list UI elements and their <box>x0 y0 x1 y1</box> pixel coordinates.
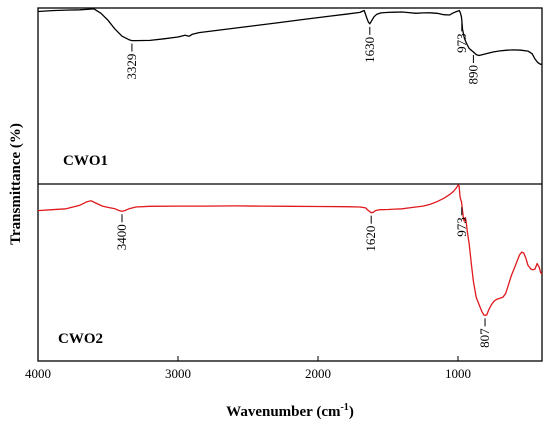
y-axis-title: Transmittance (%) <box>8 123 24 245</box>
annotation-label: 973 <box>454 217 469 237</box>
series-line-cwo2 <box>37 184 543 316</box>
peak-annotations: 3329 1630 973 890 3400 1620 973 807 <box>114 23 492 348</box>
x-tick-label: 4000 <box>25 366 51 381</box>
annotation-label: 973 <box>454 33 469 53</box>
x-axis-title: Wavenumber (cm-1) <box>226 402 354 420</box>
annotation-label: 807 <box>477 328 492 348</box>
annotation-label: 3400 <box>114 224 129 250</box>
annotation-label: 3329 <box>124 54 139 80</box>
x-axis-ticks: 4000 3000 2000 1000 <box>25 356 471 381</box>
annotation-label: 1630 <box>362 37 377 63</box>
panel-label-cwo1: CWO1 <box>63 153 108 169</box>
x-axis-title-main: Wavenumber (cm <box>226 404 341 420</box>
series-line-cwo1 <box>37 8 542 65</box>
x-tick-label: 3000 <box>165 366 191 381</box>
annotation-label: 1620 <box>363 226 378 252</box>
x-axis-title-sup: -1 <box>340 402 348 413</box>
x-axis-title-close: ) <box>349 404 354 420</box>
x-tick-label: 2000 <box>305 366 331 381</box>
x-tick-label: 1000 <box>445 366 471 381</box>
panel-label-cwo2: CWO2 <box>58 331 103 347</box>
annotation-label: 890 <box>465 65 480 85</box>
